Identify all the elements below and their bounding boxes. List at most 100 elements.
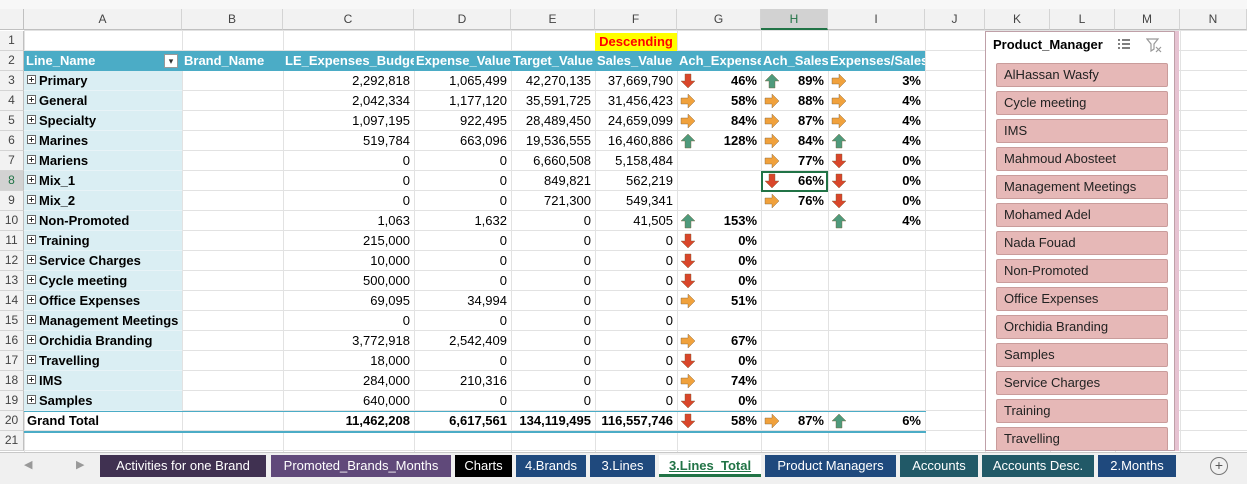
budget-cell[interactable]: 500,000 bbox=[363, 273, 410, 288]
ach-sales-cell[interactable] bbox=[761, 271, 827, 291]
expense-cell[interactable]: 922,495 bbox=[460, 113, 507, 128]
ach-exp-cell[interactable]: 0% bbox=[738, 253, 757, 268]
es-cell[interactable] bbox=[828, 311, 924, 331]
header-ach-sales[interactable]: Ach_Sales bbox=[761, 51, 828, 71]
expense-cell[interactable]: 0 bbox=[499, 253, 507, 268]
es-cell[interactable] bbox=[828, 331, 924, 351]
slicer-item[interactable]: Cycle meeting bbox=[996, 91, 1168, 115]
budget-cell[interactable]: 11,462,208 bbox=[345, 413, 410, 428]
row-label-mix-2[interactable]: Mix_2 bbox=[24, 191, 182, 211]
expand-icon[interactable] bbox=[27, 275, 36, 285]
ach-exp-cell[interactable]: 153% bbox=[723, 213, 757, 228]
expand-icon[interactable] bbox=[27, 75, 36, 85]
ach-exp-cell[interactable]: 74% bbox=[730, 373, 757, 388]
expense-cell[interactable]: 0 bbox=[499, 153, 507, 168]
es-cell[interactable]: 4% bbox=[902, 213, 921, 228]
column-header-h[interactable]: H bbox=[761, 9, 828, 30]
sheet-tab-3-lines-total[interactable]: 3.Lines_Total bbox=[659, 455, 761, 477]
expand-icon[interactable] bbox=[27, 95, 36, 105]
row-header-7[interactable]: 7 bbox=[0, 151, 24, 171]
budget-cell[interactable]: 18,000 bbox=[370, 353, 410, 368]
es-cell[interactable]: 0% bbox=[902, 173, 921, 188]
column-header-a[interactable]: A bbox=[24, 9, 182, 30]
slicer-item[interactable]: Samples bbox=[996, 343, 1168, 367]
row-header-19[interactable]: 19 bbox=[0, 391, 24, 411]
ach-exp-cell[interactable]: 51% bbox=[730, 293, 757, 308]
row-label-service-charges[interactable]: Service Charges bbox=[24, 251, 182, 271]
active-cell-h8[interactable] bbox=[761, 171, 828, 192]
header-target-value[interactable]: Target_Value bbox=[511, 51, 595, 71]
expand-icon[interactable] bbox=[27, 395, 36, 405]
row-header-6[interactable]: 6 bbox=[0, 131, 24, 151]
column-header-f[interactable]: F bbox=[595, 9, 677, 30]
ach-sales-cell[interactable]: 76% bbox=[797, 193, 824, 208]
ach-exp-cell[interactable] bbox=[677, 171, 760, 191]
es-cell[interactable] bbox=[828, 391, 924, 411]
sheet-tab-3-lines[interactable]: 3.Lines bbox=[590, 455, 655, 477]
budget-cell[interactable]: 69,095 bbox=[370, 293, 410, 308]
slicer-item[interactable]: AlHassan Wasfy bbox=[996, 63, 1168, 87]
expand-icon[interactable] bbox=[27, 375, 36, 385]
budget-cell[interactable]: 0 bbox=[402, 313, 410, 328]
target-cell[interactable]: 0 bbox=[583, 353, 591, 368]
sales-cell[interactable]: 0 bbox=[665, 333, 673, 348]
row-header-20[interactable]: 20 bbox=[0, 411, 24, 431]
expense-cell[interactable]: 0 bbox=[499, 173, 507, 188]
slicer-item[interactable]: Service Charges bbox=[996, 371, 1168, 395]
target-cell[interactable]: 0 bbox=[583, 333, 591, 348]
sales-cell[interactable]: 0 bbox=[665, 373, 673, 388]
target-cell[interactable]: 0 bbox=[583, 373, 591, 388]
row-label-training[interactable]: Training bbox=[24, 231, 182, 251]
ach-sales-cell[interactable] bbox=[761, 291, 827, 311]
slicer-item[interactable]: Nada Fouad bbox=[996, 231, 1168, 255]
row-header-14[interactable]: 14 bbox=[0, 291, 24, 311]
ach-exp-cell[interactable] bbox=[677, 151, 760, 171]
header-expenses-sales[interactable]: Expenses/Sales bbox=[828, 51, 925, 71]
row-label-travelling[interactable]: Travelling bbox=[24, 351, 182, 371]
budget-cell[interactable]: 3,772,918 bbox=[352, 333, 410, 348]
ach-sales-cell[interactable]: 84% bbox=[797, 133, 824, 148]
expense-cell[interactable]: 0 bbox=[499, 273, 507, 288]
slicer-item[interactable]: Non-Promoted bbox=[996, 259, 1168, 283]
select-all-corner[interactable] bbox=[0, 9, 24, 30]
budget-cell[interactable]: 640,000 bbox=[363, 393, 410, 408]
expense-cell[interactable]: 2,542,409 bbox=[449, 333, 507, 348]
ach-sales-cell[interactable]: 89% bbox=[797, 73, 824, 88]
budget-cell[interactable]: 284,000 bbox=[363, 373, 410, 388]
sales-cell[interactable]: 41,505 bbox=[633, 213, 673, 228]
slicer-item[interactable]: IMS bbox=[996, 119, 1168, 143]
row-header-21[interactable]: 21 bbox=[0, 431, 24, 451]
sales-cell[interactable]: 0 bbox=[665, 313, 673, 328]
es-cell[interactable]: 3% bbox=[902, 73, 921, 88]
budget-cell[interactable]: 1,097,195 bbox=[352, 113, 410, 128]
expense-cell[interactable]: 34,994 bbox=[467, 293, 507, 308]
expense-cell[interactable]: 0 bbox=[499, 193, 507, 208]
column-header-j[interactable]: J bbox=[925, 9, 985, 30]
ach-sales-cell[interactable] bbox=[761, 371, 827, 391]
expand-icon[interactable] bbox=[27, 355, 36, 365]
sheet-tab-charts[interactable]: Charts bbox=[455, 455, 512, 477]
product-manager-slicer[interactable]: Product_Manager AlHassan Wasfy Cycle meet… bbox=[985, 31, 1175, 451]
column-header-i[interactable]: I bbox=[828, 9, 925, 30]
target-cell[interactable]: 721,300 bbox=[544, 193, 591, 208]
budget-cell[interactable]: 2,292,818 bbox=[352, 73, 410, 88]
header-line-name[interactable]: Line_Name bbox=[24, 51, 182, 71]
budget-cell[interactable]: 0 bbox=[402, 153, 410, 168]
ach-sales-cell[interactable] bbox=[761, 391, 827, 411]
expand-icon[interactable] bbox=[27, 175, 36, 185]
expand-icon[interactable] bbox=[27, 215, 36, 225]
expand-icon[interactable] bbox=[27, 155, 36, 165]
expense-cell[interactable]: 210,316 bbox=[460, 373, 507, 388]
slicer-item[interactable]: Orchidia Branding bbox=[996, 315, 1168, 339]
ach-exp-cell[interactable]: 0% bbox=[738, 353, 757, 368]
target-cell[interactable]: 19,536,555 bbox=[525, 133, 591, 148]
ach-exp-cell[interactable]: 0% bbox=[738, 393, 757, 408]
target-cell[interactable]: 0 bbox=[583, 213, 591, 228]
es-cell[interactable] bbox=[828, 251, 924, 271]
header-sales-value[interactable]: Sales_Value bbox=[595, 51, 677, 71]
slicer-item[interactable]: Training bbox=[996, 399, 1168, 423]
sales-cell[interactable]: 0 bbox=[665, 273, 673, 288]
tab-scroll-right-icon[interactable]: ▶ bbox=[76, 459, 85, 471]
target-cell[interactable]: 849,821 bbox=[544, 173, 591, 188]
row-header-2[interactable]: 2 bbox=[0, 51, 24, 71]
